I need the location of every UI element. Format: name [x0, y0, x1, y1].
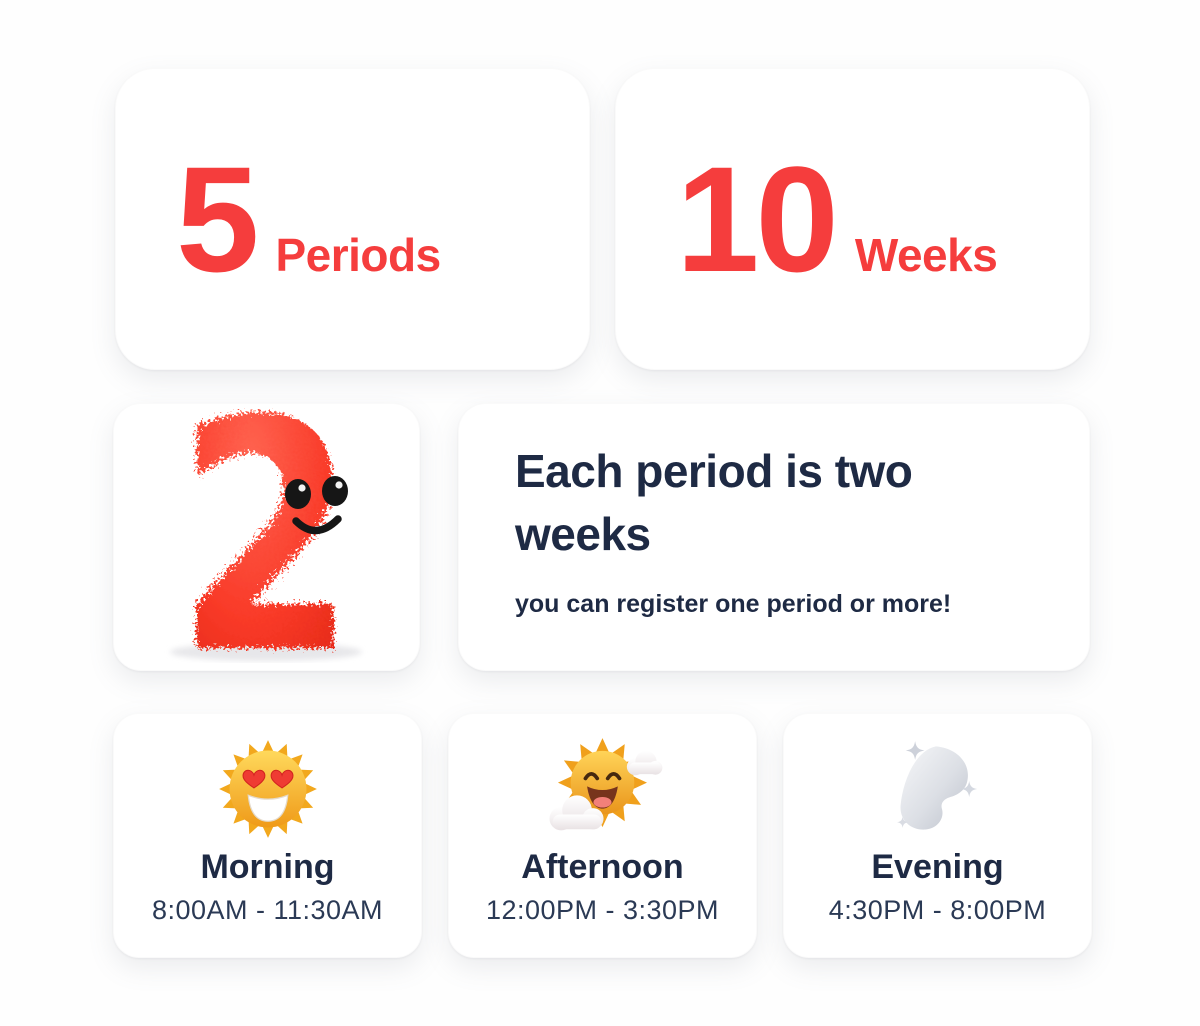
svg-text:2: 2: [176, 404, 356, 671]
session-title-evening: Evening: [871, 848, 1004, 886]
mascot-card: 2: [113, 403, 420, 671]
period-info-heading: Each period is two weeks: [515, 445, 913, 561]
periods-count-card: 5 Periods: [115, 68, 590, 370]
session-time-morning: 8:00AM - 11:30AM: [151, 895, 384, 925]
evening-emoji-wrap: [886, 734, 990, 844]
session-title-morning: Morning: [200, 848, 335, 886]
session-title-afternoon: Afternoon: [521, 848, 684, 886]
weeks-count-card: 10 Weeks: [615, 68, 1090, 370]
sun-heart-eyes-icon: [218, 740, 317, 838]
morning-emoji-wrap: [216, 734, 320, 844]
weeks-count-value: 10: [676, 135, 839, 303]
periods-count-label: Periods: [275, 229, 441, 281]
weeks-count-label: Weeks: [854, 229, 998, 281]
crescent-moon-sparkles-icon: [896, 741, 977, 830]
fuzzy-two-mascot-icon: 2: [170, 404, 362, 671]
sun-behind-cloud-icon: [548, 738, 662, 831]
session-card-morning[interactable]: Morning 8:00AM - 11:30AM: [113, 713, 422, 958]
period-info-note: you can register one period or more!: [515, 590, 952, 619]
afternoon-emoji-wrap: [542, 734, 664, 844]
session-time-afternoon: 12:00PM - 3:30PM: [485, 895, 720, 925]
periods-count-value: 5: [176, 135, 259, 303]
session-card-afternoon[interactable]: Afternoon 12:00PM - 3:30PM: [448, 713, 757, 958]
session-time-evening: 4:30PM - 8:00PM: [828, 895, 1047, 925]
periods-stat: 5 Periods: [176, 144, 441, 294]
period-info-card: Each period is two weeks you can registe…: [458, 403, 1090, 671]
session-card-evening[interactable]: Evening 4:30PM - 8:00PM: [783, 713, 1092, 958]
weeks-stat: 10 Weeks: [676, 135, 998, 303]
